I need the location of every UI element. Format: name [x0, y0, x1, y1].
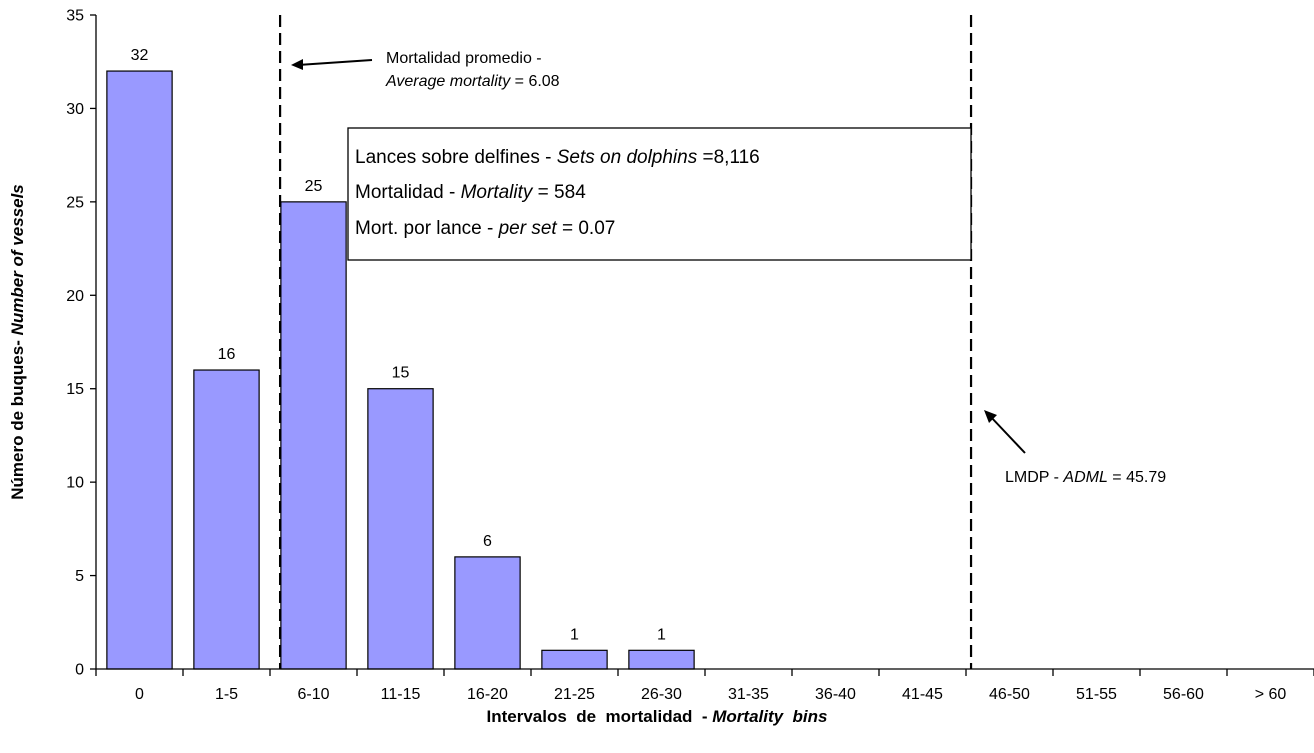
- x-ticks-group: 0 1-5 6-10 11-15 16-20 21-25 26-30 31-35 36-40 41…: [95, 669, 1314, 703]
- bar-0: [106, 70, 173, 670]
- reference-lines-group: [278, 15, 973, 669]
- y-tick-label: 20: [66, 288, 84, 305]
- data-label: 32: [131, 47, 149, 64]
- y-tick-label: 25: [66, 194, 84, 211]
- x-tick-label: 46-50: [989, 686, 1030, 703]
- average-annotation: Mortalidad promedio - Average mortality …: [291, 50, 560, 90]
- y-tick-label: 30: [66, 101, 84, 118]
- info-box: Lances sobre delfines - Sets on dolphins…: [347, 127, 972, 261]
- info-box-line-sets: Lances sobre delfines - Sets on dolphins…: [355, 147, 760, 168]
- average-arrow-shaft: [297, 59, 373, 66]
- info-box-frame: [347, 127, 972, 261]
- x-tick-label: 11-15: [381, 686, 421, 703]
- x-tick-label: 1-5: [215, 686, 238, 703]
- info-box-line-per-set: Mort. por lance - per set = 0.07: [355, 218, 615, 239]
- adml-annotation: LMDP - ADML = 45.79: [984, 410, 1166, 486]
- average-label-line1: Mortalidad promedio -: [386, 50, 542, 67]
- data-label: 1: [570, 626, 579, 643]
- average-arrow-head: [291, 59, 303, 70]
- data-label: 6: [483, 533, 492, 550]
- bar-21-25: [541, 649, 608, 670]
- y-tick-label: 15: [66, 381, 84, 398]
- x-tick-label: 0: [135, 686, 144, 703]
- bar-6-10: [280, 201, 347, 670]
- y-tick-label: 0: [75, 662, 84, 679]
- x-tick-label: 56-60: [1163, 686, 1204, 703]
- x-tick-label: 41-45: [902, 686, 943, 703]
- data-label: 16: [218, 346, 236, 363]
- x-axis-title: Intervalos de mortalidad - Mortality bin…: [486, 707, 827, 726]
- y-tick-label: 10: [66, 475, 84, 492]
- x-tick-label: 51-55: [1076, 686, 1117, 703]
- average-label-line2: Average mortality = 6.08: [385, 73, 560, 90]
- data-label: 15: [392, 365, 410, 382]
- data-label: 1: [657, 626, 666, 643]
- x-tick-label: 36-40: [815, 686, 856, 703]
- y-tick-label: 5: [75, 568, 84, 585]
- bar-26-30: [628, 649, 695, 670]
- data-label: 25: [305, 178, 323, 195]
- y-tick-label: 35: [66, 8, 84, 25]
- bar-11-15: [367, 388, 434, 670]
- x-tick-label: > 60: [1255, 686, 1287, 703]
- x-tick-label: 16-20: [467, 686, 508, 703]
- axes-group: [95, 15, 1314, 670]
- adml-label: LMDP - ADML = 45.79: [1005, 469, 1166, 486]
- adml-arrow-head: [984, 410, 997, 423]
- bar-16-20: [454, 556, 521, 670]
- adml-arrow-shaft: [989, 415, 1026, 454]
- x-tick-label: 6-10: [297, 686, 329, 703]
- bar-1-5: [193, 369, 260, 670]
- info-box-line-mortality: Mortalidad - Mortality = 584: [355, 182, 586, 203]
- y-axis-title: Número de buques- Number of vessels: [8, 184, 27, 500]
- x-tick-label: 21-25: [554, 686, 595, 703]
- x-tick-label: 31-35: [728, 686, 769, 703]
- y-ticks-group: 0 5 10 15 20 25 30 35: [66, 8, 96, 679]
- x-tick-label: 26-30: [641, 686, 682, 703]
- bars-group: 32 16 25 15 6 1 1: [106, 47, 695, 670]
